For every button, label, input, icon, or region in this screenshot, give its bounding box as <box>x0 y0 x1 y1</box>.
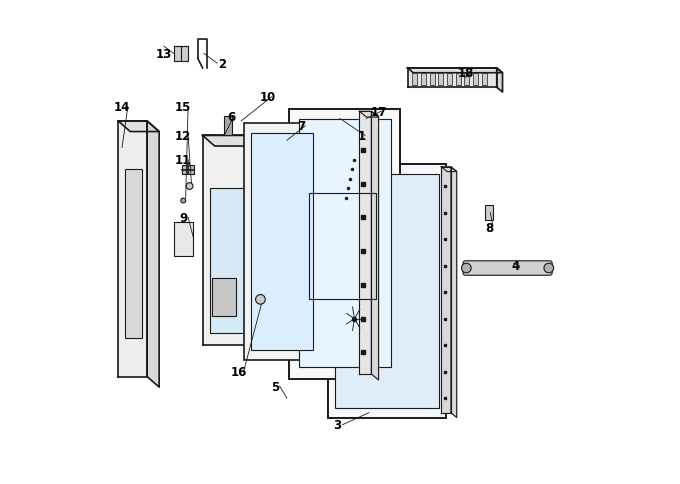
Polygon shape <box>407 69 496 88</box>
Polygon shape <box>335 175 439 408</box>
Polygon shape <box>328 165 446 418</box>
FancyBboxPatch shape <box>481 74 487 86</box>
Text: 18: 18 <box>457 67 473 80</box>
Polygon shape <box>299 119 390 367</box>
Text: 11: 11 <box>175 154 191 166</box>
Polygon shape <box>359 112 371 374</box>
Polygon shape <box>203 136 258 346</box>
FancyBboxPatch shape <box>456 74 460 86</box>
Text: 7: 7 <box>297 120 305 133</box>
FancyBboxPatch shape <box>182 166 194 175</box>
FancyBboxPatch shape <box>224 117 231 136</box>
Polygon shape <box>451 167 457 418</box>
Text: 4: 4 <box>512 259 520 272</box>
Polygon shape <box>118 121 147 377</box>
FancyBboxPatch shape <box>173 223 193 257</box>
Circle shape <box>462 264 471 273</box>
Polygon shape <box>118 121 159 132</box>
Text: 2: 2 <box>218 58 226 71</box>
Circle shape <box>256 295 265 304</box>
Polygon shape <box>251 134 313 350</box>
Text: 16: 16 <box>231 365 247 378</box>
FancyBboxPatch shape <box>212 278 237 317</box>
Polygon shape <box>359 112 379 118</box>
Polygon shape <box>243 124 321 360</box>
Polygon shape <box>441 167 451 413</box>
Text: 15: 15 <box>175 101 192 114</box>
Polygon shape <box>290 110 401 379</box>
Text: 17: 17 <box>371 106 387 119</box>
Text: 1: 1 <box>358 130 366 143</box>
FancyBboxPatch shape <box>439 74 443 86</box>
Circle shape <box>544 264 554 273</box>
Text: 12: 12 <box>175 130 191 143</box>
FancyBboxPatch shape <box>412 74 417 86</box>
FancyBboxPatch shape <box>473 74 478 86</box>
FancyBboxPatch shape <box>485 206 494 220</box>
Text: 8: 8 <box>486 221 494 234</box>
FancyBboxPatch shape <box>210 189 251 333</box>
Polygon shape <box>496 69 503 93</box>
Polygon shape <box>441 167 457 172</box>
Polygon shape <box>407 69 503 74</box>
Text: 14: 14 <box>114 101 131 114</box>
Polygon shape <box>371 112 379 380</box>
FancyBboxPatch shape <box>421 74 426 86</box>
Circle shape <box>186 183 193 190</box>
FancyBboxPatch shape <box>464 74 469 86</box>
Text: 9: 9 <box>179 212 188 225</box>
Polygon shape <box>258 136 270 356</box>
Text: 3: 3 <box>333 418 341 431</box>
FancyBboxPatch shape <box>430 74 435 86</box>
FancyBboxPatch shape <box>463 261 552 276</box>
Text: 5: 5 <box>271 380 279 393</box>
Text: 13: 13 <box>156 48 172 61</box>
FancyBboxPatch shape <box>447 74 452 86</box>
Text: 10: 10 <box>260 91 276 104</box>
Text: 6: 6 <box>227 110 236 123</box>
FancyBboxPatch shape <box>173 47 188 61</box>
Polygon shape <box>203 136 270 147</box>
FancyBboxPatch shape <box>125 170 142 338</box>
Circle shape <box>181 199 186 203</box>
Polygon shape <box>147 121 159 387</box>
